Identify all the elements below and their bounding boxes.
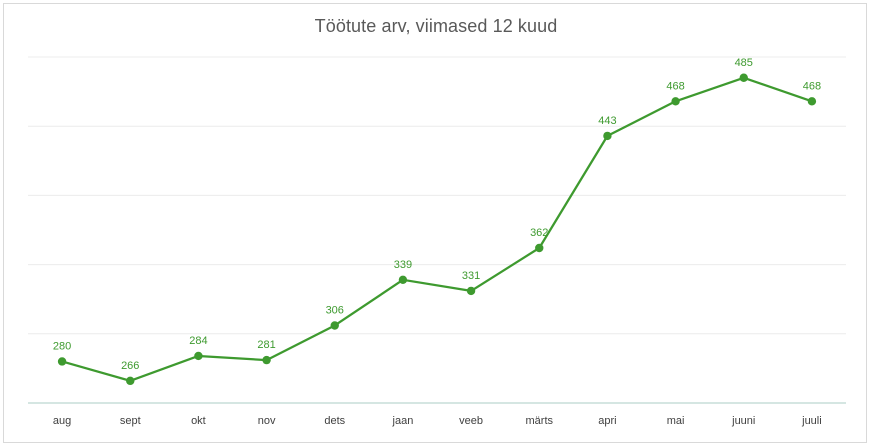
x-tick-label: aug [53, 415, 71, 427]
data-label: 331 [462, 270, 480, 282]
chart-frame [3, 3, 867, 443]
data-label: 362 [530, 227, 548, 239]
data-label: 468 [666, 80, 684, 92]
data-point [262, 355, 271, 365]
data-label: 280 [53, 340, 71, 352]
data-label: 443 [598, 115, 616, 127]
x-tick-label: veeb [459, 415, 483, 427]
x-tick-label: jaan [392, 415, 414, 427]
data-label: 284 [189, 335, 207, 347]
data-point [807, 97, 817, 106]
data-label: 306 [326, 304, 344, 316]
data-point [126, 376, 135, 386]
data-point [739, 73, 748, 82]
chart-title: Töötute arv, viimased 12 kuud [314, 16, 558, 36]
data-label: 281 [257, 339, 275, 351]
data-point [535, 243, 544, 253]
data-label: 266 [121, 360, 139, 372]
x-tick-label: okt [191, 415, 206, 427]
x-tick-label: sept [120, 415, 141, 427]
data-label: 468 [803, 80, 821, 92]
data-label: 339 [394, 259, 412, 271]
data-point [194, 351, 203, 361]
x-tick-label: nov [258, 415, 276, 427]
data-point [603, 131, 612, 141]
data-point [57, 357, 67, 366]
data-label: 485 [735, 57, 753, 69]
series-line [61, 76, 813, 382]
data-point [671, 97, 680, 106]
x-tick-label: dets [324, 415, 345, 427]
data-point [466, 286, 476, 296]
x-tick-label: mai [667, 415, 685, 427]
x-tick-label: märts [526, 415, 554, 427]
x-tick-label: juuli [801, 415, 822, 427]
x-tick-label: juuni [731, 415, 755, 427]
data-point [330, 321, 339, 330]
data-point [398, 275, 408, 285]
x-tick-label: apri [598, 415, 616, 427]
